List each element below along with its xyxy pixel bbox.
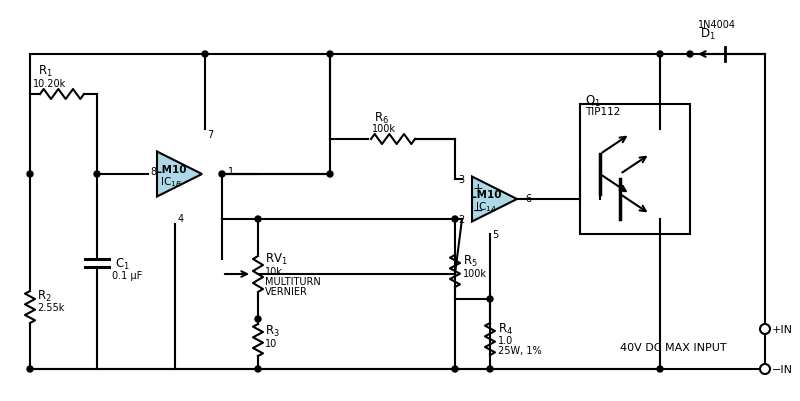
Circle shape [202, 52, 208, 58]
Text: MULTITURN: MULTITURN [265, 276, 321, 286]
Text: R$_1$: R$_1$ [38, 64, 53, 79]
Text: 1: 1 [228, 166, 234, 176]
Text: R$_6$: R$_6$ [374, 111, 389, 126]
Bar [580, 105, 690, 235]
Text: −: − [473, 204, 483, 217]
Text: 1.0: 1.0 [498, 335, 514, 345]
Circle shape [452, 366, 458, 372]
Text: R$_3$: R$_3$ [265, 323, 280, 338]
Text: 1N4004: 1N4004 [698, 20, 736, 30]
Circle shape [760, 324, 770, 334]
Text: VERNIER: VERNIER [265, 286, 308, 296]
Text: Q$_1$: Q$_1$ [585, 94, 601, 109]
Text: 8: 8 [150, 166, 156, 176]
Text: −IN: −IN [772, 364, 793, 374]
Circle shape [452, 217, 458, 223]
Text: 100k: 100k [463, 268, 487, 278]
Circle shape [255, 366, 261, 372]
Circle shape [255, 217, 261, 223]
Circle shape [327, 172, 333, 178]
Circle shape [687, 52, 693, 58]
Text: R$_2$: R$_2$ [37, 288, 52, 303]
Circle shape [760, 364, 770, 374]
Text: 2.55k: 2.55k [37, 302, 64, 312]
Circle shape [487, 296, 493, 302]
Text: 3: 3 [458, 174, 464, 184]
Circle shape [94, 172, 100, 178]
Text: 100k: 100k [372, 124, 396, 134]
Text: 40V DC MAX INPUT: 40V DC MAX INPUT [620, 342, 726, 352]
Circle shape [27, 172, 33, 178]
Circle shape [657, 366, 663, 372]
Circle shape [487, 366, 493, 372]
Text: 10k: 10k [265, 266, 283, 276]
Text: 25W, 1%: 25W, 1% [498, 345, 542, 355]
Text: 7: 7 [207, 130, 214, 140]
Text: IC$_{1A}$: IC$_{1A}$ [475, 200, 497, 213]
Circle shape [255, 316, 261, 322]
Text: +IN: +IN [772, 324, 793, 334]
Text: 4: 4 [178, 213, 184, 223]
Text: D$_1$: D$_1$ [700, 27, 716, 42]
Text: RV$_1$: RV$_1$ [265, 251, 288, 266]
Text: 0.1 μF: 0.1 μF [112, 270, 142, 280]
Text: LM10: LM10 [470, 190, 502, 200]
Text: +: + [473, 182, 483, 195]
Circle shape [657, 52, 663, 58]
Text: R$_4$: R$_4$ [498, 321, 513, 336]
Text: 10.20k: 10.20k [33, 79, 66, 89]
Circle shape [27, 366, 33, 372]
Text: IC$_{1B}$: IC$_{1B}$ [160, 175, 182, 188]
Text: C$_1$: C$_1$ [115, 256, 130, 271]
Polygon shape [157, 152, 202, 197]
Text: 2: 2 [458, 215, 464, 225]
Text: TIP112: TIP112 [585, 107, 620, 117]
Text: 10: 10 [265, 338, 278, 348]
Text: 5: 5 [492, 229, 498, 239]
Circle shape [327, 52, 333, 58]
Circle shape [219, 172, 225, 178]
Text: R$_5$: R$_5$ [463, 253, 478, 268]
Polygon shape [472, 177, 517, 222]
Text: 6: 6 [525, 194, 531, 203]
Text: LM10: LM10 [155, 164, 186, 174]
